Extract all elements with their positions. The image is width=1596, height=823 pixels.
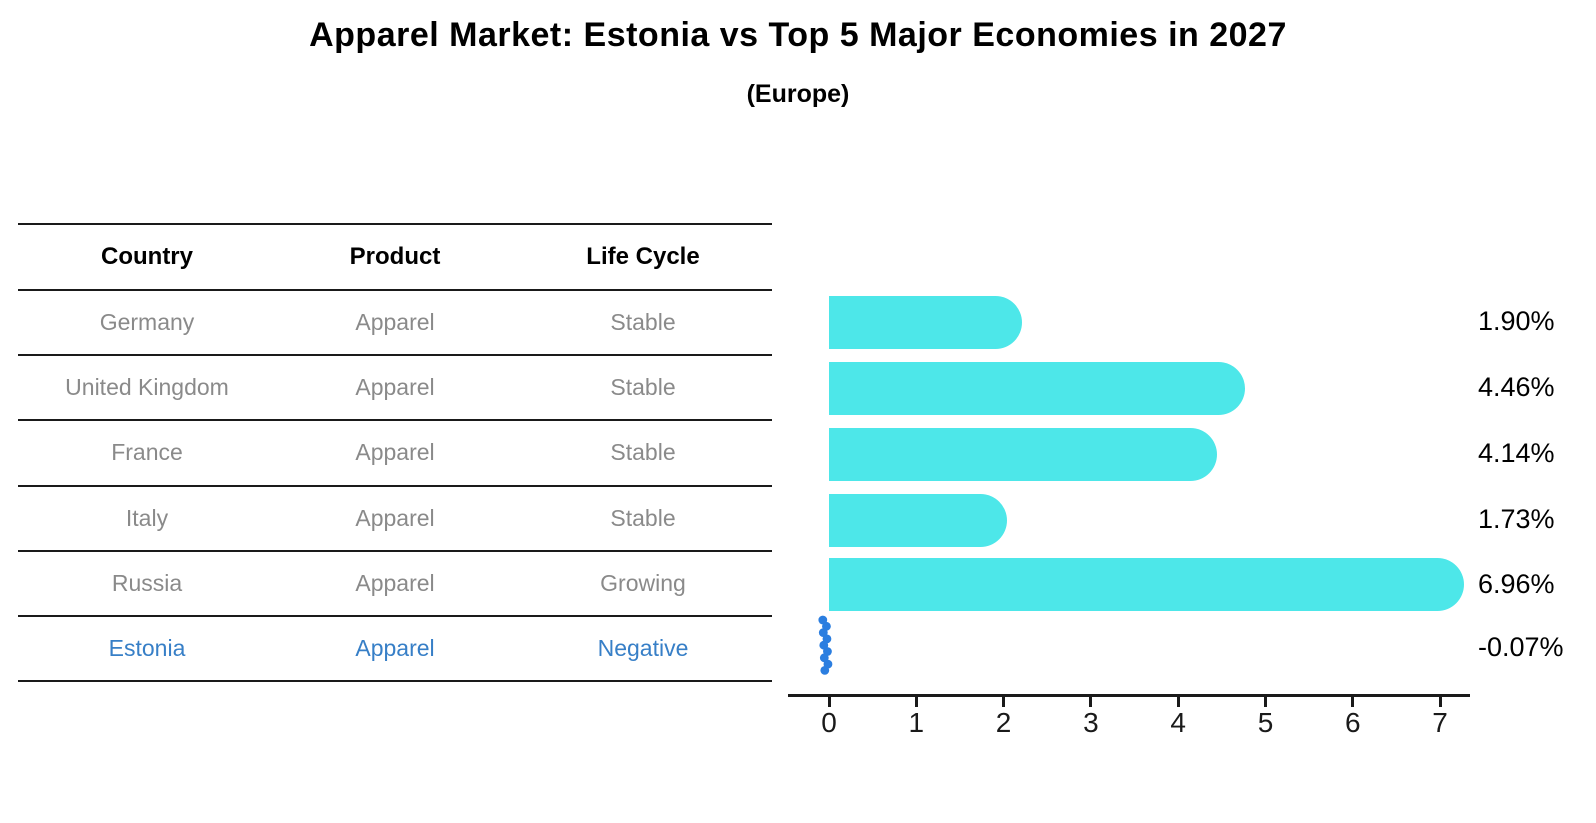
x-axis-tick-label: 5 [1257, 707, 1274, 738]
bar-value-label: 4.46% [1478, 372, 1555, 402]
bar-value-label: 6.96% [1478, 568, 1555, 599]
table-cell-product: Apparel [355, 635, 435, 662]
x-axis-tick [1002, 697, 1006, 707]
table-header-country: Country [101, 243, 193, 270]
x-axis-tick [827, 697, 831, 707]
table-row: Estonia Apparel Negative [18, 617, 772, 683]
table-cell-country: Germany [99, 309, 195, 336]
table-body: Germany Apparel Stable United Kingdom Appare… [18, 291, 772, 683]
estonia-negative-marker [818, 615, 833, 675]
table-header-row: Country Product Life Cycle [18, 225, 772, 291]
bar-value-label: 1.90% [1478, 306, 1555, 336]
table-cell-product: Apparel [355, 569, 435, 596]
table-cell-product: Apparel [355, 439, 435, 466]
x-axis-line [788, 694, 1470, 697]
x-axis-tick-label: 2 [995, 707, 1012, 738]
x-axis-tick-label: 6 [1345, 707, 1361, 738]
table-cell-country: United Kingdom [65, 374, 229, 401]
bar-value-label: 4.14% [1478, 438, 1555, 468]
chart-subtitle: (Europe) [746, 80, 850, 108]
table-cell-life-cycle: Stable [610, 439, 676, 466]
summary-table: Country Product Life Cycle Germany Appare… [18, 223, 772, 683]
x-axis-tick-label: 0 [821, 707, 837, 738]
table-cell-life-cycle: Stable [610, 309, 676, 336]
table-row: France Apparel Stable [18, 421, 772, 487]
table-cell-country: Russia [111, 569, 183, 596]
table-row: United Kingdom Apparel Stable [18, 356, 772, 422]
table-row: Russia Apparel Growing [18, 552, 772, 617]
x-axis-tick-label: 3 [1083, 707, 1099, 738]
bar-italy [829, 493, 1008, 547]
x-axis-tick-label: 1 [908, 707, 925, 738]
table-cell-country: France [111, 439, 183, 466]
x-axis-tick [1438, 697, 1442, 707]
table-header-life-cycle: Life Cycle [586, 243, 700, 270]
x-axis-tick [1176, 697, 1180, 707]
table-cell-life-cycle: Stable [610, 504, 676, 531]
bar-germany [829, 295, 1022, 349]
table-header-product: Product [349, 243, 441, 270]
x-axis-tick-label: 7 [1432, 707, 1448, 738]
x-axis-tick [1264, 697, 1267, 707]
table-cell-life-cycle: Growing [600, 569, 686, 596]
bar-value-label: 1.73% [1478, 504, 1555, 534]
bar-russia [829, 558, 1464, 611]
table-cell-product: Apparel [355, 504, 435, 531]
table-cell-country: Estonia [108, 635, 186, 662]
table-cell-country: Italy [125, 504, 169, 531]
bar-value-label: -0.07% [1478, 632, 1564, 662]
x-axis-tick [1089, 697, 1093, 707]
x-axis-tick-label: 4 [1170, 707, 1186, 738]
bar-united-kingdom [829, 361, 1246, 415]
bar-france [829, 427, 1218, 481]
table-cell-life-cycle: Negative [597, 635, 689, 662]
x-axis-tick [1351, 697, 1355, 707]
table-row: Germany Apparel Stable [18, 291, 772, 357]
table-cell-product: Apparel [355, 374, 435, 401]
x-axis-tick [914, 697, 918, 707]
table-cell-product: Apparel [355, 309, 435, 336]
chart-title: Apparel Market: Estonia vs Top 5 Major E… [309, 16, 1287, 54]
table-cell-life-cycle: Stable [610, 374, 676, 401]
table-row: Italy Apparel Stable [18, 487, 772, 552]
